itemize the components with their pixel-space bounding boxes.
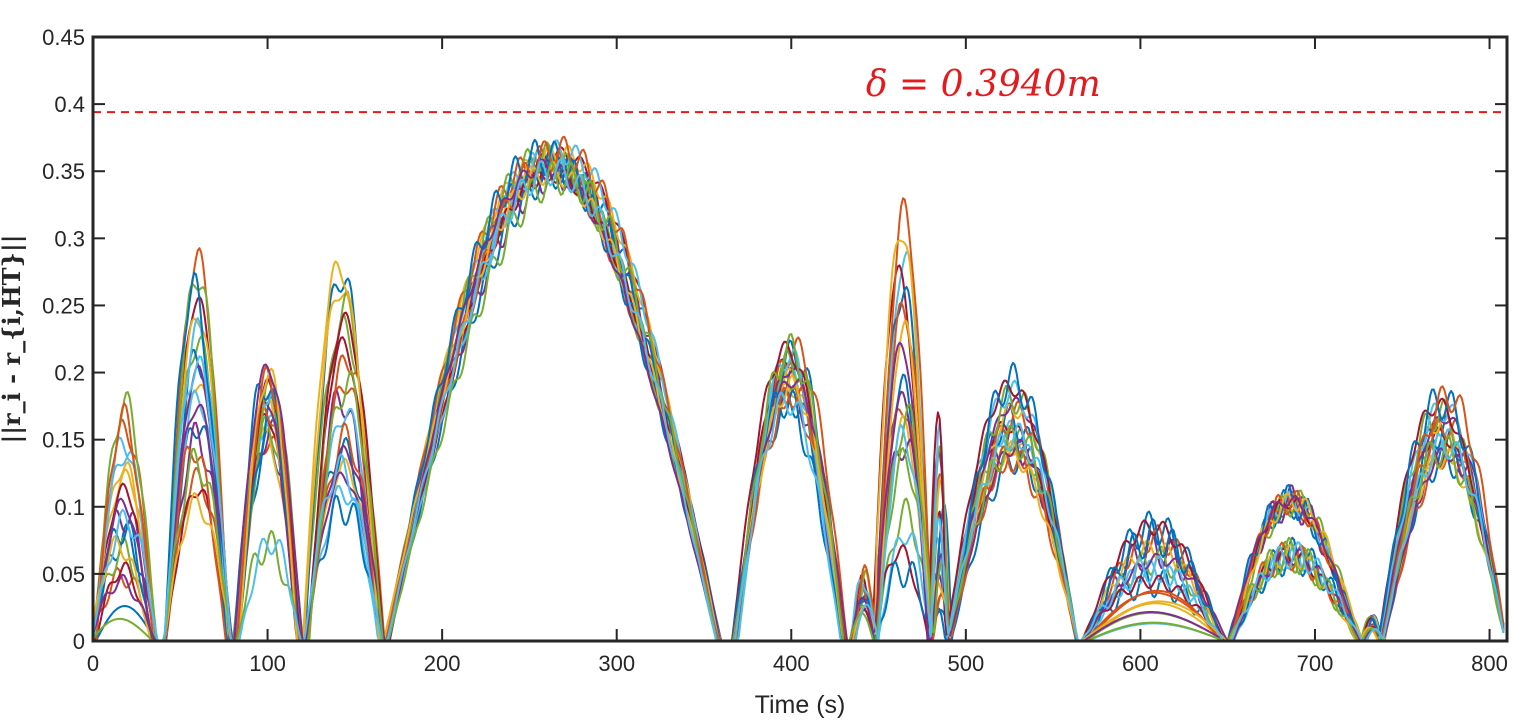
ticks-layer: 0 100 200 300 400 500 600 700 800 0 0.05 0.1 0.15 0.2…: [42, 25, 1508, 676]
series-line-20: [92, 158, 1505, 642]
x-tick-label: 100: [249, 651, 286, 676]
x-tick-label: 600: [1122, 651, 1159, 676]
y-tick-label: 0: [73, 629, 85, 654]
x-tick-label: 800: [1471, 651, 1508, 676]
y-tick-label: 0.15: [42, 428, 85, 453]
plot-frame: [91, 35, 1509, 643]
y-tick-label: 0.1: [54, 495, 85, 520]
x-tick-label: 0: [87, 651, 99, 676]
y-tick-label: 0.35: [42, 159, 85, 184]
y-tick-label: 0.05: [42, 562, 85, 587]
threshold-annotation: δ = 0.3940m: [866, 64, 1101, 105]
series-line-15: [93, 138, 1505, 642]
y-tick-label: 0.2: [54, 361, 85, 386]
x-axis-title: Time (s): [755, 691, 846, 719]
series-line-19: [92, 161, 1505, 642]
y-tick-label: 0.4: [54, 92, 85, 117]
series-line-17: [92, 161, 1505, 642]
x-tick-label: 500: [947, 651, 984, 676]
y-tick-label: 0.3: [54, 226, 85, 251]
x-tick-label: 700: [1297, 651, 1334, 676]
y-tick-label: 0.45: [42, 25, 85, 50]
x-tick-label: 300: [598, 651, 635, 676]
x-tick-label: 200: [424, 651, 461, 676]
y-axis-title: ||r_i - r_{i,HT}||: [0, 235, 26, 444]
series-line-18: [92, 158, 1505, 642]
y-tick-label: 0.25: [42, 293, 85, 318]
x-tick-label: 400: [773, 651, 810, 676]
series-layer: [92, 135, 1505, 642]
